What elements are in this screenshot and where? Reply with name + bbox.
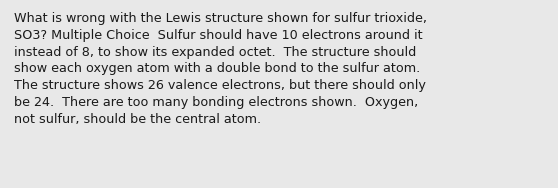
Text: What is wrong with the Lewis structure shown for sulfur trioxide,
SO3? Multiple : What is wrong with the Lewis structure s… — [14, 12, 427, 126]
